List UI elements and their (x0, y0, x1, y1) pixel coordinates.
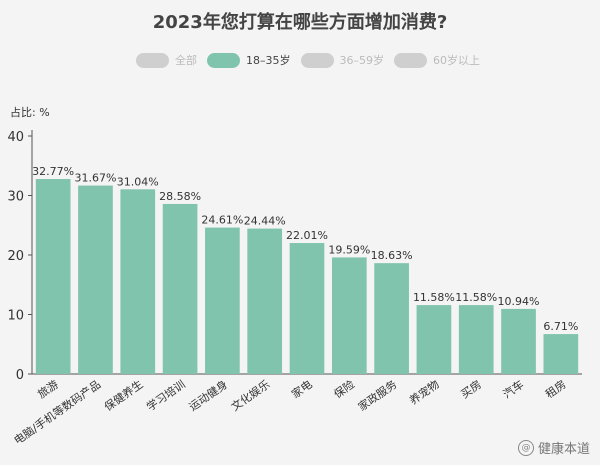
watermark-text: 健康本道 (537, 442, 590, 457)
legend: 全部 18–35岁 36–59岁 60岁以上 (136, 52, 490, 68)
legend-label: 18–35岁 (246, 54, 291, 67)
x-tick-label: 汽车 (500, 377, 526, 401)
bar[interactable] (247, 228, 283, 374)
x-tick-label: 保健养生 (101, 377, 145, 414)
bar[interactable] (331, 257, 367, 374)
bar[interactable] (205, 227, 240, 374)
legend-label: 全部 (175, 54, 197, 67)
x-tick-label: 买房 (458, 378, 483, 401)
bar[interactable] (543, 334, 579, 374)
data-label: 31.04% (117, 175, 159, 188)
bar[interactable] (162, 203, 198, 374)
x-tick-label: 家政服务 (355, 377, 399, 414)
data-label: 24.44% (244, 215, 286, 228)
legend-item-36-59[interactable]: 36–59岁 (300, 52, 385, 68)
data-label: 19.59% (328, 243, 370, 256)
data-label: 11.58% (413, 291, 455, 304)
bar[interactable] (120, 189, 156, 374)
data-label: 6.71% (543, 320, 578, 333)
data-label: 11.58% (455, 291, 497, 304)
chart-title: 2023年您打算在哪些方面增加消费? (152, 12, 448, 33)
legend-label: 36–59岁 (339, 54, 385, 67)
x-tick-label: 学习培训 (144, 377, 188, 414)
y-tick-label: 20 (7, 249, 24, 264)
x-tick-label: 旅游 (35, 377, 61, 401)
legend-swatch (136, 52, 169, 68)
y-tick-label: 0 (16, 368, 24, 383)
legend-swatch (207, 52, 240, 68)
data-label: 28.58% (159, 190, 201, 203)
bar[interactable] (501, 308, 536, 374)
legend-item-all[interactable]: 全部 (136, 52, 197, 68)
at-icon: @ (517, 439, 534, 456)
watermark: @ 健康本道 (517, 438, 590, 457)
y-tick-label: 30 (7, 190, 24, 205)
legend-swatch (300, 52, 334, 68)
legend-item-60-plus[interactable]: 60岁以上 (394, 52, 480, 68)
y-tick-label: 10 (7, 309, 24, 324)
x-tick-label: 家电 (289, 377, 315, 401)
x-tick-label: 租房 (543, 378, 568, 401)
bar[interactable] (78, 185, 113, 374)
legend-label: 60岁以上 (433, 54, 480, 67)
x-tick-label: 保险 (331, 377, 357, 401)
bar[interactable] (416, 305, 452, 374)
data-label: 22.01% (286, 229, 328, 242)
data-label: 10.94% (498, 295, 540, 308)
bar[interactable] (35, 179, 71, 374)
bar[interactable] (458, 305, 494, 374)
y-axis-label: 占比: % (10, 106, 50, 119)
legend-swatch (394, 52, 427, 68)
bar[interactable] (374, 263, 409, 374)
y-tick-label: 40 (7, 130, 24, 145)
legend-item-18-35[interactable]: 18–35岁 (207, 52, 291, 68)
data-label: 18.63% (371, 249, 413, 262)
x-tick-label: 养宠物 (407, 377, 442, 407)
data-label: 31.67% (74, 172, 116, 185)
x-tick-label: 运动健身 (186, 377, 230, 414)
data-label: 24.61% (201, 214, 243, 227)
x-tick-label: 文化娱乐 (228, 377, 272, 414)
data-label: 32.77% (32, 165, 74, 178)
bar[interactable] (289, 243, 325, 374)
